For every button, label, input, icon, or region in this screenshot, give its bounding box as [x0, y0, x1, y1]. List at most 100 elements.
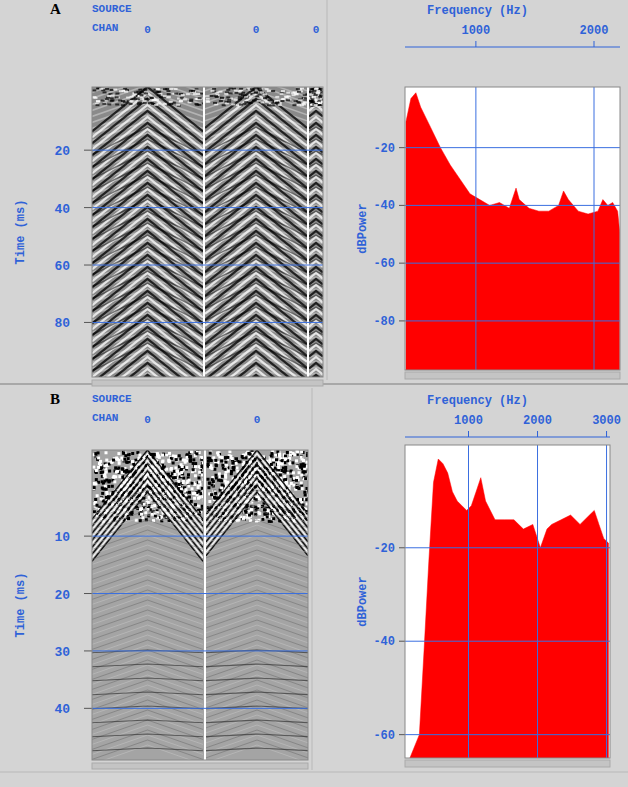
background: [0, 0, 628, 787]
noise: [276, 102, 280, 104]
noise: [95, 504, 98, 507]
seismic-event: [309, 139, 323, 143]
seismic-event: [309, 199, 323, 203]
noise: [117, 452, 120, 455]
noise: [267, 90, 271, 92]
noise: [239, 88, 243, 90]
noise: [127, 458, 130, 461]
noise: [298, 99, 302, 101]
noise: [156, 91, 160, 93]
noise: [105, 451, 108, 454]
noise: [130, 100, 134, 102]
noise: [198, 98, 202, 100]
noise: [117, 466, 120, 469]
noise: [113, 88, 117, 90]
noise: [310, 88, 314, 90]
plot-area: [405, 87, 620, 370]
noise: [198, 481, 201, 484]
noise: [258, 89, 262, 91]
noise: [250, 88, 254, 90]
gather-panel: ASOURCECHAN00020406080Time (ms): [14, 0, 327, 425]
noise: [200, 465, 203, 468]
seismic-event: [92, 748, 203, 751]
noise: [110, 97, 114, 99]
noise: [118, 462, 121, 465]
noise: [290, 475, 293, 478]
noise: [316, 92, 320, 94]
seismic-event: [309, 187, 323, 191]
noise: [191, 482, 194, 485]
noise: [257, 99, 261, 101]
noise: [169, 101, 173, 103]
tick-mark: [594, 41, 595, 47]
noise: [213, 468, 216, 471]
noise: [224, 93, 228, 95]
noise: [181, 94, 185, 96]
noise: [202, 102, 203, 104]
noise: [289, 454, 292, 457]
noise: [202, 469, 203, 472]
noise: [200, 93, 203, 95]
noise: [183, 98, 187, 100]
seismic-event: [309, 151, 323, 155]
noise: [202, 461, 203, 464]
noise: [187, 473, 190, 476]
noise: [100, 496, 103, 499]
noise: [287, 471, 290, 474]
noise: [179, 100, 183, 102]
noise: [229, 92, 233, 94]
noise: [176, 104, 180, 106]
noise: [101, 492, 104, 495]
noise: [236, 467, 239, 470]
noise: [287, 472, 290, 475]
seismic-event: [309, 331, 323, 335]
grid-line: [92, 265, 323, 266]
noise: [257, 100, 261, 102]
source-label: 0: [313, 24, 320, 36]
noise: [198, 496, 201, 499]
noise: [297, 91, 301, 93]
noise: [157, 94, 161, 96]
noise: [150, 97, 154, 99]
noise: [175, 459, 178, 462]
noise: [110, 100, 114, 102]
noise: [312, 96, 316, 98]
noise: [201, 456, 203, 459]
noise: [113, 475, 116, 478]
seismic-event: [92, 720, 203, 723]
noise: [192, 458, 195, 461]
header-label: CHAN: [92, 412, 118, 424]
noise: [201, 487, 203, 490]
seismic-event: [92, 343, 203, 371]
seismic-event: [205, 343, 307, 369]
noise: [138, 89, 142, 91]
noise: [314, 88, 318, 90]
noise: [178, 454, 181, 457]
noise: [121, 468, 124, 471]
noise: [188, 491, 191, 494]
noise: [126, 97, 130, 99]
noise: [97, 456, 100, 459]
noise: [194, 462, 197, 465]
data: [406, 93, 620, 370]
noise: [197, 486, 200, 489]
noise: [92, 466, 95, 469]
noise: [167, 96, 171, 98]
panel-letter: B: [50, 391, 60, 407]
noise: [165, 454, 168, 457]
noise: [280, 92, 284, 94]
noise: [115, 96, 119, 98]
noise: [132, 95, 136, 97]
noise: [167, 459, 170, 462]
grid-line: [405, 205, 620, 206]
noise: [189, 100, 193, 102]
grid-line: [92, 207, 323, 208]
noise: [137, 103, 141, 105]
noise: [263, 93, 267, 95]
panel-letter: A: [50, 1, 61, 17]
shot: [205, 87, 307, 377]
noise: [201, 505, 203, 508]
noise: [195, 87, 199, 89]
noise: [138, 453, 141, 456]
noise: [179, 100, 183, 102]
